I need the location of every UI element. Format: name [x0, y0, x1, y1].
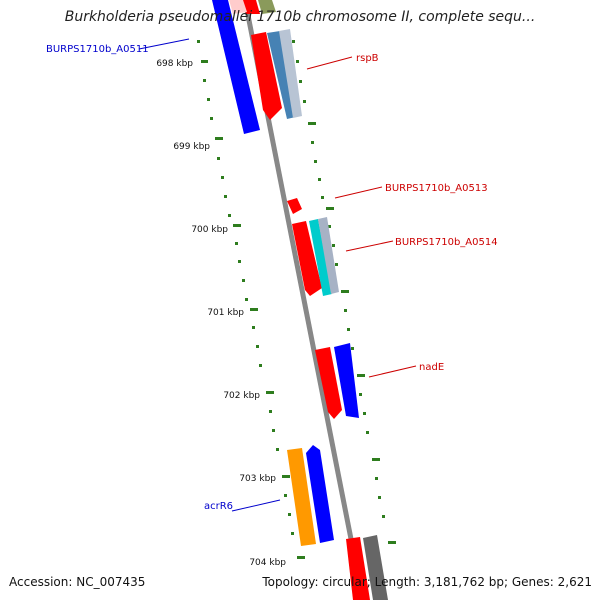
gene-label-burps1710b-a0514[interactable]: BURPS1710b_A0514: [395, 237, 498, 248]
tick-label: 702 kbp: [223, 391, 260, 401]
tick-label: 703 kbp: [239, 474, 276, 484]
sequence-summary: Topology: circular; Length: 3,181,762 bp…: [262, 575, 592, 589]
gene-reverse-1[interactable]: [334, 343, 359, 418]
gene-red-704[interactable]: [346, 537, 370, 600]
tick-label: 700 kbp: [191, 225, 228, 235]
cds-rspb-light[interactable]: [279, 29, 302, 118]
accession-text: Accession: NC_007435: [9, 575, 146, 589]
cds-burps1710b-a0514[interactable]: [309, 219, 332, 296]
gene-label-rspb[interactable]: rspB: [356, 53, 379, 64]
gene-olive-top[interactable]: [258, 0, 276, 14]
ruler-labels: 698 kbp 699 kbp 700 kbp 701 kbp 702 kbp …: [156, 59, 286, 568]
cds-a0514-light[interactable]: [318, 217, 339, 294]
tick-label: 699 kbp: [173, 142, 210, 152]
label-leaders: [138, 38, 417, 512]
gene-label-burps1710b-a0511[interactable]: BURPS1710b_A0511: [46, 44, 149, 55]
gene-pink-top[interactable]: [229, 0, 247, 14]
gene-nade[interactable]: [315, 347, 342, 419]
gene-acrr6[interactable]: [287, 448, 316, 546]
gene-red-700[interactable]: [292, 221, 322, 296]
gene-gray-704[interactable]: [363, 535, 388, 600]
gene-label-burps1710b-a0513[interactable]: BURPS1710b_A0513: [385, 183, 488, 194]
gene-label-group: BURPS1710b_A0511 rspB BURPS1710b_A0513 B…: [46, 44, 498, 512]
left-tick-row: [197, 40, 305, 559]
gene-label-acrr6[interactable]: acrR6: [204, 501, 233, 512]
tick-label: 701 kbp: [207, 308, 244, 318]
gene-burps1710b-a0513[interactable]: [287, 198, 302, 214]
tick-label: 698 kbp: [156, 59, 193, 69]
tick-label: 704 kbp: [249, 558, 286, 568]
gene-red-a0512[interactable]: [251, 32, 282, 120]
map-title: Burkholderia pseudomallei 1710b chromoso…: [64, 9, 536, 25]
right-tick-row: [292, 40, 396, 544]
gene-label-nade[interactable]: nadE: [419, 362, 444, 373]
gene-reverse-2[interactable]: [306, 445, 334, 543]
gene-burps1710b-a0511[interactable]: [212, 0, 260, 134]
